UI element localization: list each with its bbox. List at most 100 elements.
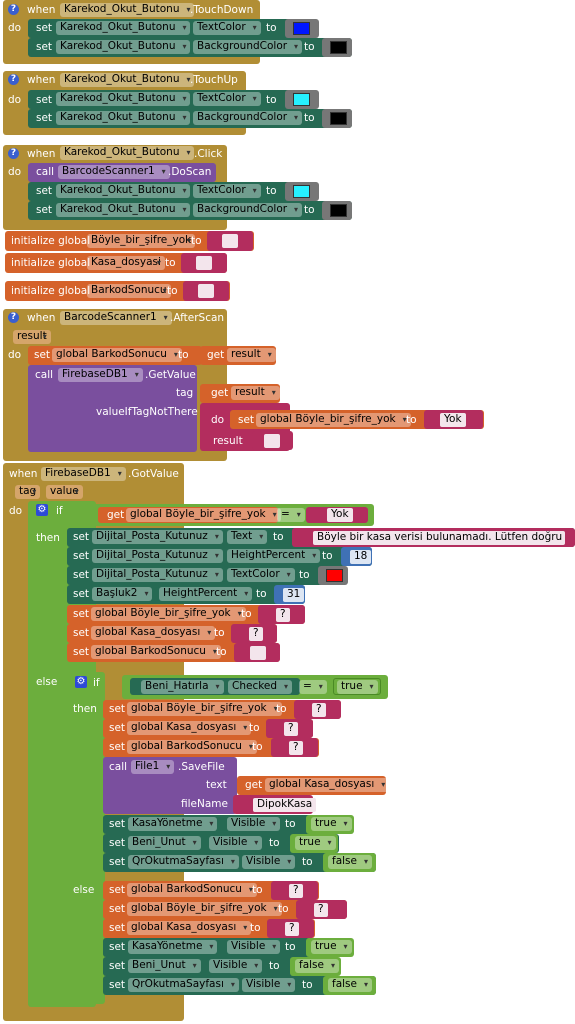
component-dropdown[interactable]: Karekod_Okut_Butonu <box>56 92 191 106</box>
true-dropdown[interactable]: true <box>311 940 352 954</box>
property-dropdown[interactable]: HeightPercent <box>227 549 321 563</box>
true-dropdown[interactable]: true <box>311 817 352 831</box>
component-dropdown[interactable]: Karekod_Okut_Butonu <box>60 3 195 17</box>
gear-icon[interactable]: ⚙ <box>75 676 87 688</box>
property-dropdown[interactable]: Visible <box>242 855 296 869</box>
component-dropdown[interactable]: FirebaseDB1 <box>41 467 126 481</box>
question-string[interactable]: ? <box>289 884 303 898</box>
component-dropdown[interactable]: Karekod_Okut_Butonu <box>60 73 195 87</box>
info-icon[interactable]: ? <box>8 4 19 15</box>
component-dropdown[interactable]: Karekod_Okut_Butonu <box>56 184 191 198</box>
property-dropdown[interactable]: TextColor <box>193 92 261 106</box>
variable-dropdown[interactable]: global Böyle_bir_şifre_yok <box>126 508 281 522</box>
component-dropdown[interactable]: BarcodeScanner1 <box>60 311 172 325</box>
question-string[interactable]: ? <box>276 608 290 622</box>
property-dropdown[interactable]: BackgroundColor <box>193 111 303 125</box>
component-dropdown[interactable]: Karekod_Okut_Butonu <box>56 111 191 125</box>
variable-dropdown[interactable]: global Böyle_bir_şifre_yok <box>127 702 282 716</box>
property-dropdown[interactable]: TextColor <box>193 184 261 198</box>
false-dropdown[interactable]: false <box>328 855 372 869</box>
property-dropdown[interactable]: Visible <box>209 836 263 850</box>
false-dropdown[interactable]: false <box>295 959 339 973</box>
variable-dropdown[interactable]: global Kasa_dosyası <box>91 626 216 640</box>
info-icon[interactable]: ? <box>8 74 19 85</box>
variable-dropdown[interactable]: result <box>231 386 280 400</box>
question-string[interactable]: ? <box>289 741 303 755</box>
question-string[interactable]: ? <box>314 903 328 917</box>
property-dropdown[interactable]: Text <box>227 530 268 544</box>
false-dropdown[interactable]: false <box>328 978 372 992</box>
empty-string[interactable] <box>250 646 266 660</box>
component-dropdown[interactable]: Karekod_Okut_Butonu <box>56 21 191 35</box>
component-dropdown[interactable]: Beni_Hatırla <box>141 680 224 694</box>
black-color-swatch[interactable] <box>330 204 347 217</box>
component-dropdown[interactable]: Karekod_Okut_Butonu <box>60 146 195 160</box>
property-dropdown[interactable]: Visible <box>242 978 296 992</box>
param-value[interactable]: value <box>46 485 83 499</box>
property-dropdown[interactable]: TextColor <box>193 21 261 35</box>
operator-dropdown[interactable]: = <box>277 508 305 522</box>
true-dropdown[interactable]: true <box>295 836 336 850</box>
property-dropdown[interactable]: HeightPercent <box>159 587 253 601</box>
inner-if-block[interactable] <box>67 672 105 1004</box>
property-dropdown[interactable]: Visible <box>209 959 263 973</box>
blue-color-swatch[interactable] <box>293 22 310 35</box>
component-dropdown[interactable]: Dijital_Posta_Kutunuz <box>92 568 223 582</box>
message-string[interactable]: Böyle bir kasa verisi bulunamadı. Lütfen… <box>313 531 565 545</box>
question-string[interactable]: ? <box>285 922 299 936</box>
question-string[interactable]: ? <box>249 627 263 641</box>
component-dropdown[interactable]: FirebaseDB1 <box>58 368 143 382</box>
operator-dropdown[interactable]: = <box>299 680 327 694</box>
gear-icon[interactable]: ⚙ <box>36 504 48 516</box>
string-yok[interactable]: Yok <box>440 413 466 427</box>
filename-string[interactable]: DipokKasa <box>253 798 317 812</box>
number-value[interactable]: 31 <box>283 588 305 602</box>
param-result[interactable]: result <box>13 330 51 344</box>
empty-string[interactable] <box>198 284 214 298</box>
property-dropdown[interactable]: BackgroundColor <box>193 40 303 54</box>
question-string[interactable]: ? <box>312 703 326 717</box>
red-color-swatch[interactable] <box>326 569 343 582</box>
question-string[interactable]: ? <box>284 722 298 736</box>
variable-dropdown[interactable]: global Kasa_dosyası <box>265 778 390 792</box>
component-dropdown[interactable]: Karekod_Okut_Butonu <box>56 40 191 54</box>
component-dropdown[interactable]: Başluk2 <box>92 587 153 601</box>
property-dropdown[interactable]: Visible <box>227 940 281 954</box>
component-dropdown[interactable]: QrOkutmaSayfası <box>128 855 239 869</box>
info-icon[interactable]: ? <box>8 148 19 159</box>
property-dropdown[interactable]: TextColor <box>227 568 295 582</box>
cyan-color-swatch[interactable] <box>293 185 310 198</box>
variable-dropdown[interactable]: global Böyle_bir_şifre_yok <box>91 607 246 621</box>
component-dropdown[interactable]: Dijital_Posta_Kutunuz <box>92 549 223 563</box>
black-color-swatch[interactable] <box>330 41 347 54</box>
property-dropdown[interactable]: Checked <box>228 680 293 694</box>
component-dropdown[interactable]: KasaYönetme <box>128 940 218 954</box>
number-value[interactable]: 18 <box>350 550 372 564</box>
true-dropdown[interactable]: true <box>337 680 378 694</box>
component-dropdown[interactable]: QrOkutmaSayfası <box>128 978 239 992</box>
component-dropdown[interactable]: Karekod_Okut_Butonu <box>56 203 191 217</box>
empty-string[interactable] <box>264 434 280 448</box>
component-dropdown[interactable]: File1 <box>131 760 175 774</box>
info-icon[interactable]: ? <box>8 312 19 323</box>
empty-string[interactable] <box>222 234 238 248</box>
variable-dropdown[interactable]: global BarkodSonucu <box>52 348 182 362</box>
variable-dropdown[interactable]: global Böyle_bir_şifre_yok <box>127 902 282 916</box>
variable-dropdown[interactable]: global Kasa_dosyası <box>127 721 252 735</box>
component-dropdown[interactable]: KasaYönetme <box>128 817 218 831</box>
global-name-field[interactable]: BarkodSonucu <box>87 284 171 298</box>
variable-dropdown[interactable]: global BarkodSonucu <box>91 645 221 659</box>
string-yok[interactable]: Yok <box>327 508 353 522</box>
variable-dropdown[interactable]: global BarkodSonucu <box>127 883 257 897</box>
variable-dropdown[interactable]: result <box>227 348 276 362</box>
cyan-color-swatch[interactable] <box>293 93 310 106</box>
variable-dropdown[interactable]: global Kasa_dosyası <box>127 921 252 935</box>
variable-dropdown[interactable]: global BarkodSonucu <box>127 740 257 754</box>
variable-dropdown[interactable]: global Böyle_bir_şifre_yok <box>256 413 411 427</box>
component-dropdown[interactable]: Dijital_Posta_Kutunuz <box>92 530 223 544</box>
empty-string[interactable] <box>196 256 212 270</box>
property-dropdown[interactable]: Visible <box>227 817 281 831</box>
param-tag[interactable]: tag <box>15 485 41 499</box>
component-dropdown[interactable]: BarcodeScanner1 <box>58 165 170 179</box>
